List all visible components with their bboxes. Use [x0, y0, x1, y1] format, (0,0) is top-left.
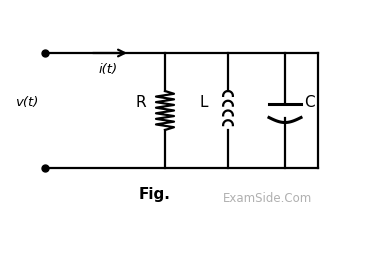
Text: C: C — [304, 95, 314, 110]
Text: v(t): v(t) — [15, 96, 39, 109]
Text: i(t): i(t) — [98, 63, 117, 75]
Text: ExamSide.Com: ExamSide.Com — [223, 191, 313, 205]
Text: R: R — [136, 95, 146, 110]
Text: Fig.: Fig. — [139, 188, 171, 203]
Text: L: L — [200, 95, 208, 110]
